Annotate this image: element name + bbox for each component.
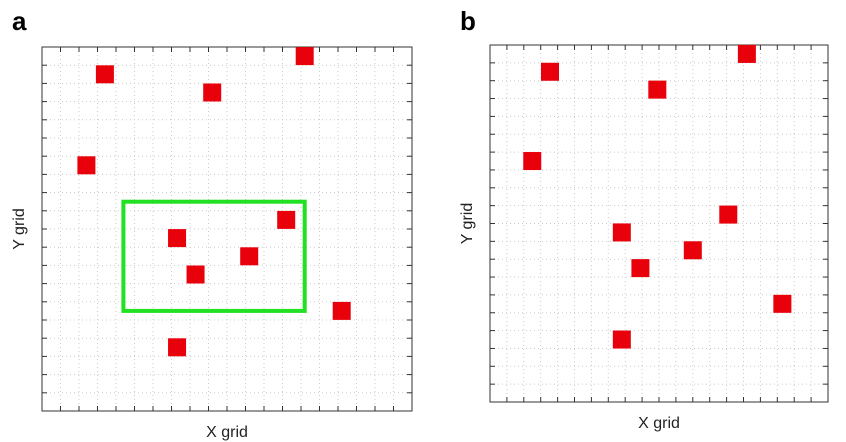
marker [540,62,559,81]
x-axis-label: X grid [206,424,248,441]
y-axis-label: Y grid [459,203,476,245]
marker [648,80,667,99]
marker [277,210,296,229]
marker [95,65,114,84]
panel-label: a [12,6,27,36]
marker [240,247,259,266]
axes-frame [489,44,829,403]
marker [612,330,631,349]
axes-frame [41,46,413,412]
marker [77,156,96,175]
x-axis-label: X grid [638,415,680,432]
marker [295,47,314,66]
marker [612,223,631,242]
selection-box [121,199,307,313]
marker [683,241,702,260]
marker [719,205,738,224]
marker [737,44,756,63]
marker [168,338,187,357]
marker [186,265,205,284]
panel-label: b [460,6,476,36]
y-axis-label: Y grid [11,208,28,250]
marker [523,152,542,171]
marker [168,229,187,248]
marker [203,83,222,102]
marker [332,301,351,320]
marker [773,294,792,313]
marker [631,259,650,278]
